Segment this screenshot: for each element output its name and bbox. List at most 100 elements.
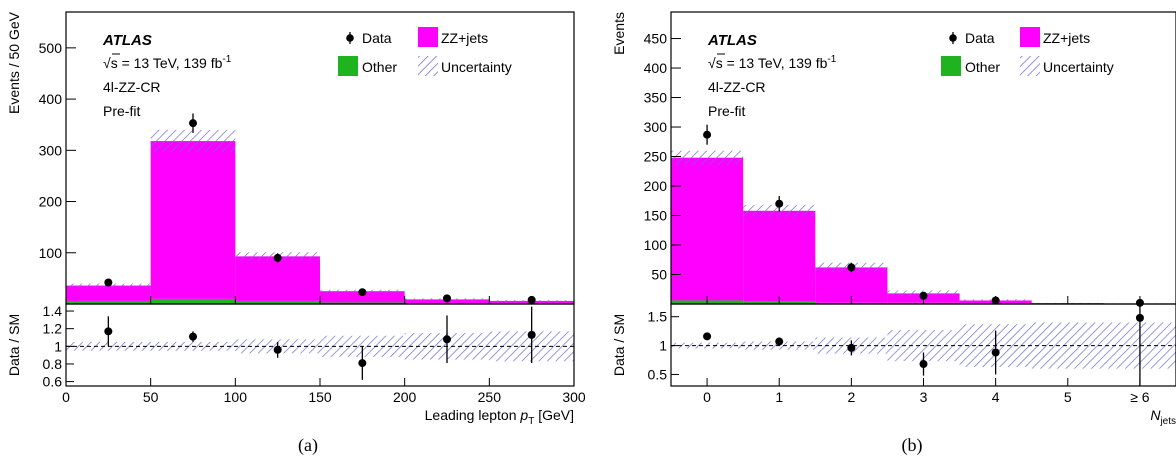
data-point <box>443 294 451 303</box>
legend-uncertainty-swatch <box>1020 56 1040 76</box>
ratio-point <box>919 360 928 369</box>
other-bar <box>235 300 320 304</box>
y-tick-label: 350 <box>644 90 668 106</box>
energy-label: √s = 13 TeV, 139 fb-1 <box>103 54 232 71</box>
ratio-point <box>703 332 712 341</box>
x-tick-label: 0 <box>703 389 711 405</box>
panel-caption: (a) <box>298 435 318 456</box>
data-point <box>527 295 536 304</box>
legend-other-label: Other <box>362 59 397 75</box>
zz-bar <box>66 285 151 301</box>
x-tick-label: ≥ 6 <box>1130 389 1150 405</box>
x-tick-label: 200 <box>393 389 417 405</box>
legend-other-swatch <box>941 56 961 76</box>
data-point <box>919 291 928 300</box>
ratio-tick-label: 0.8 <box>43 356 63 372</box>
legend-zz-swatch <box>418 27 438 47</box>
ratio-tick-label: 1 <box>659 338 667 354</box>
zz-bar <box>150 141 236 299</box>
uncertainty-band <box>671 150 744 165</box>
x-tick-label: 4 <box>992 389 1000 405</box>
y-tick-label: 150 <box>644 208 668 224</box>
legend-other-swatch <box>338 56 358 76</box>
legend-data-label: Data <box>362 30 392 46</box>
y-tick-label: 250 <box>644 149 668 165</box>
x-axis-label: Njets <box>1150 407 1176 427</box>
ratio-point <box>273 345 282 354</box>
x-tick-label: 300 <box>562 389 586 405</box>
x-tick-label: 150 <box>308 389 332 405</box>
ratio-point <box>991 348 1000 357</box>
x-tick-label: 50 <box>143 389 159 405</box>
x-tick-label: 250 <box>478 389 502 405</box>
y-axis-label: Events / 50 GeV <box>6 11 22 114</box>
legend-zz-label: ZZ+jets <box>1043 30 1090 46</box>
x-tick-label: 2 <box>847 389 855 405</box>
uncertainty-band <box>150 129 236 153</box>
y-tick-label: 200 <box>39 194 63 210</box>
y-tick-label: 200 <box>644 178 668 194</box>
ratio-point <box>443 335 451 344</box>
ratio-point <box>358 359 367 368</box>
ratio-point <box>104 327 113 336</box>
ratio-point <box>775 337 784 346</box>
zz-bar <box>320 291 405 303</box>
ratio-tick-label: 1 <box>54 338 62 354</box>
legend-uncertainty-label: Uncertainty <box>1043 59 1114 75</box>
energy-label: √s = 13 TeV, 139 fb-1 <box>708 54 837 71</box>
ratio-tick-label: 0.5 <box>648 366 668 382</box>
ratio-point <box>189 332 197 341</box>
zz-bar <box>671 157 744 301</box>
x-tick-label: 3 <box>920 389 928 405</box>
legend-data-marker <box>949 34 957 42</box>
legend-data-marker <box>346 34 354 42</box>
ratio-y-axis-label: Data / SM <box>6 314 22 376</box>
data-point <box>189 119 197 128</box>
data-point <box>358 288 367 297</box>
legend-data-label: Data <box>965 30 995 46</box>
y-tick-label: 450 <box>644 31 668 47</box>
y-tick-label: 100 <box>644 237 668 253</box>
ratio-y-axis-label: Data / SM <box>611 314 627 376</box>
y-tick-label: 400 <box>39 91 63 107</box>
ratio-tick-label: 1.2 <box>43 321 63 337</box>
panel-caption: (b) <box>902 435 923 456</box>
data-point <box>847 263 856 272</box>
legend-zz-swatch <box>1020 27 1040 47</box>
atlas-label: ATLAS <box>707 32 757 49</box>
other-bar <box>320 302 405 304</box>
ratio-tick-label: 0.6 <box>43 374 63 390</box>
legend-uncertainty-swatch <box>418 56 438 76</box>
y-tick-label: 300 <box>644 119 668 135</box>
ratio-tick-label: 1.4 <box>43 303 63 319</box>
zz-bar <box>235 256 320 301</box>
legend-zz-label: ZZ+jets <box>441 30 488 46</box>
other-bar <box>66 300 151 304</box>
y-tick-label: 50 <box>651 267 667 283</box>
x-tick-label: 5 <box>1064 389 1072 405</box>
legend-uncertainty-label: Uncertainty <box>441 59 512 75</box>
legend-other-label: Other <box>965 59 1000 75</box>
region-label: 4l-ZZ-CR <box>103 79 161 95</box>
y-tick-label: 400 <box>644 60 668 76</box>
other-bar <box>150 298 236 304</box>
y-tick-label: 500 <box>39 40 63 56</box>
y-tick-label: 100 <box>39 245 63 261</box>
data-point <box>703 130 712 139</box>
data-point <box>273 253 282 262</box>
ratio-point <box>1135 313 1144 322</box>
panel-a: 100 200 300 400 500 0.6 0.8 11.2 1.4 0 50 100 150 200… <box>6 11 586 456</box>
y-tick-label: 300 <box>39 142 63 158</box>
region-label: 4l-ZZ-CR <box>708 79 766 95</box>
y-axis-label: Events <box>611 12 627 55</box>
x-tick-label: 0 <box>62 389 70 405</box>
data-point <box>775 199 784 208</box>
fit-label: Pre-fit <box>708 103 745 119</box>
ratio-point <box>527 330 536 339</box>
ratio-tick-label: 1.5 <box>648 309 668 325</box>
atlas-label: ATLAS <box>102 32 152 49</box>
x-axis-label: Leading lepton pT [GeV] <box>425 407 574 427</box>
x-tick-label: 1 <box>775 389 783 405</box>
zz-bar <box>743 210 816 302</box>
